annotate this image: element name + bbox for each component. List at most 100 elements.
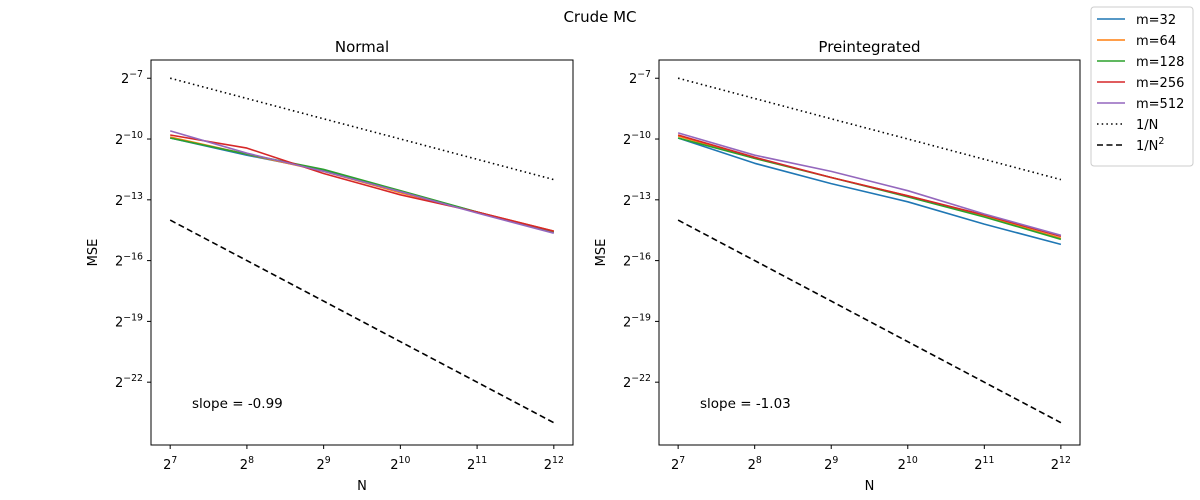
y-tick-label-exp: −22: [123, 373, 143, 384]
series-line-m-32: [677, 137, 1062, 246]
x-tick-label-base: 2: [748, 458, 756, 473]
x-tick-label-exp: 7: [679, 455, 685, 466]
x-tick-label-exp: 7: [171, 455, 177, 466]
y-tick-label: 2−10: [115, 130, 143, 148]
panel-title: Normal: [335, 38, 389, 56]
legend-label: 1/N2: [1136, 136, 1164, 154]
x-tick-label-exp: 12: [1059, 455, 1071, 466]
y-tick-label-exp: −7: [637, 69, 651, 80]
legend-label: m=64: [1136, 34, 1176, 49]
figure-title: Crude MC: [563, 8, 636, 26]
y-tick-label: 2−22: [115, 373, 143, 391]
y-tick-label-exp: −22: [631, 373, 651, 384]
y-tick-label-base: 2: [623, 315, 631, 330]
x-tick-label-exp: 8: [756, 455, 762, 466]
legend-label-text: m=512: [1136, 97, 1184, 112]
x-tick-label-exp: 8: [248, 455, 254, 466]
slope-annotation: slope = -1.03: [700, 396, 791, 412]
x-tick-label: 29: [824, 455, 838, 473]
series-line-1-n-2: [677, 219, 1062, 424]
x-tick-label: 27: [163, 455, 177, 473]
y-tick-label-exp: −10: [631, 130, 651, 141]
y-tick-label-exp: −13: [123, 191, 143, 202]
y-tick-label-base: 2: [623, 376, 631, 391]
y-tick-label: 2−10: [623, 130, 651, 148]
series-line-m-256: [677, 134, 1062, 238]
x-tick-label-base: 2: [163, 458, 171, 473]
x-tick-label-exp: 11: [475, 455, 487, 466]
x-tick-label-base: 2: [974, 458, 982, 473]
panel-title: Preintegrated: [818, 38, 920, 56]
y-tick-label-base: 2: [623, 133, 631, 148]
x-tick-label-base: 2: [390, 458, 398, 473]
legend-box: [1090, 6, 1194, 167]
legend-label: m=128: [1136, 55, 1184, 70]
y-tick-label-base: 2: [121, 72, 129, 87]
x-tick-label-exp: 12: [552, 455, 564, 466]
y-axis-label: MSE: [594, 239, 609, 267]
x-tick-label-exp: 10: [906, 455, 918, 466]
x-tick-label: 28: [748, 455, 762, 473]
series-line-1-n-2: [169, 219, 555, 424]
y-tick-label: 2−7: [629, 69, 651, 87]
y-tick-label-exp: −13: [631, 191, 651, 202]
axes-frame: [150, 59, 574, 446]
x-tick-label-base: 2: [671, 458, 679, 473]
y-tick-label: 2−16: [115, 252, 143, 270]
y-tick-label: 2−16: [623, 252, 651, 270]
x-tick-label: 28: [240, 455, 254, 473]
slope-annotation: slope = -0.99: [192, 396, 283, 412]
x-tick-label: 212: [1051, 455, 1071, 473]
series-line-1-n: [169, 77, 555, 181]
axes-frame: [658, 59, 1081, 446]
x-tick-label: 29: [317, 455, 331, 473]
legend-label: m=256: [1136, 76, 1184, 91]
y-tick-label-base: 2: [115, 194, 123, 209]
y-tick-label: 2−19: [115, 312, 143, 330]
legend-label-text: 1/N: [1136, 139, 1158, 154]
y-tick-label-exp: −16: [123, 252, 143, 263]
y-axis-label: MSE: [86, 239, 101, 267]
legend-label: m=32: [1136, 13, 1176, 28]
x-axis-label: N: [357, 479, 367, 494]
x-tick-label: 211: [467, 455, 487, 473]
y-tick-label: 2−13: [623, 191, 651, 209]
x-tick-label: 211: [974, 455, 994, 473]
legend-label-text: m=64: [1136, 34, 1176, 49]
x-tick-label: 210: [898, 455, 918, 473]
y-tick-label-base: 2: [623, 255, 631, 270]
y-tick-label-base: 2: [115, 133, 123, 148]
x-tick-label: 27: [671, 455, 685, 473]
legend-label-exp: 2: [1158, 136, 1164, 147]
legend-label-text: m=256: [1136, 76, 1184, 91]
x-tick-label-exp: 9: [832, 455, 838, 466]
series-line-m-512: [169, 130, 555, 234]
legend-label: 1/N: [1136, 118, 1158, 133]
x-tick-label-base: 2: [1051, 458, 1059, 473]
y-tick-label-base: 2: [115, 255, 123, 270]
series-line-m-128: [677, 137, 1062, 241]
y-tick-label-base: 2: [115, 315, 123, 330]
series-line-1-n: [677, 77, 1062, 181]
x-tick-label-exp: 9: [325, 455, 331, 466]
x-tick-label-exp: 10: [399, 455, 411, 466]
y-tick-label: 2−22: [623, 373, 651, 391]
legend-label-text: m=32: [1136, 13, 1176, 28]
x-tick-label-base: 2: [467, 458, 475, 473]
y-tick-label-exp: −7: [129, 69, 143, 80]
x-tick-label-base: 2: [544, 458, 552, 473]
legend-label-text: m=128: [1136, 55, 1184, 70]
legend-label: m=512: [1136, 97, 1184, 112]
y-tick-label-base: 2: [629, 72, 637, 87]
y-tick-label-base: 2: [115, 376, 123, 391]
x-tick-label: 212: [544, 455, 564, 473]
x-tick-label-base: 2: [824, 458, 832, 473]
y-tick-label-exp: −16: [631, 252, 651, 263]
x-tick-label: 210: [390, 455, 410, 473]
y-tick-label: 2−19: [623, 312, 651, 330]
